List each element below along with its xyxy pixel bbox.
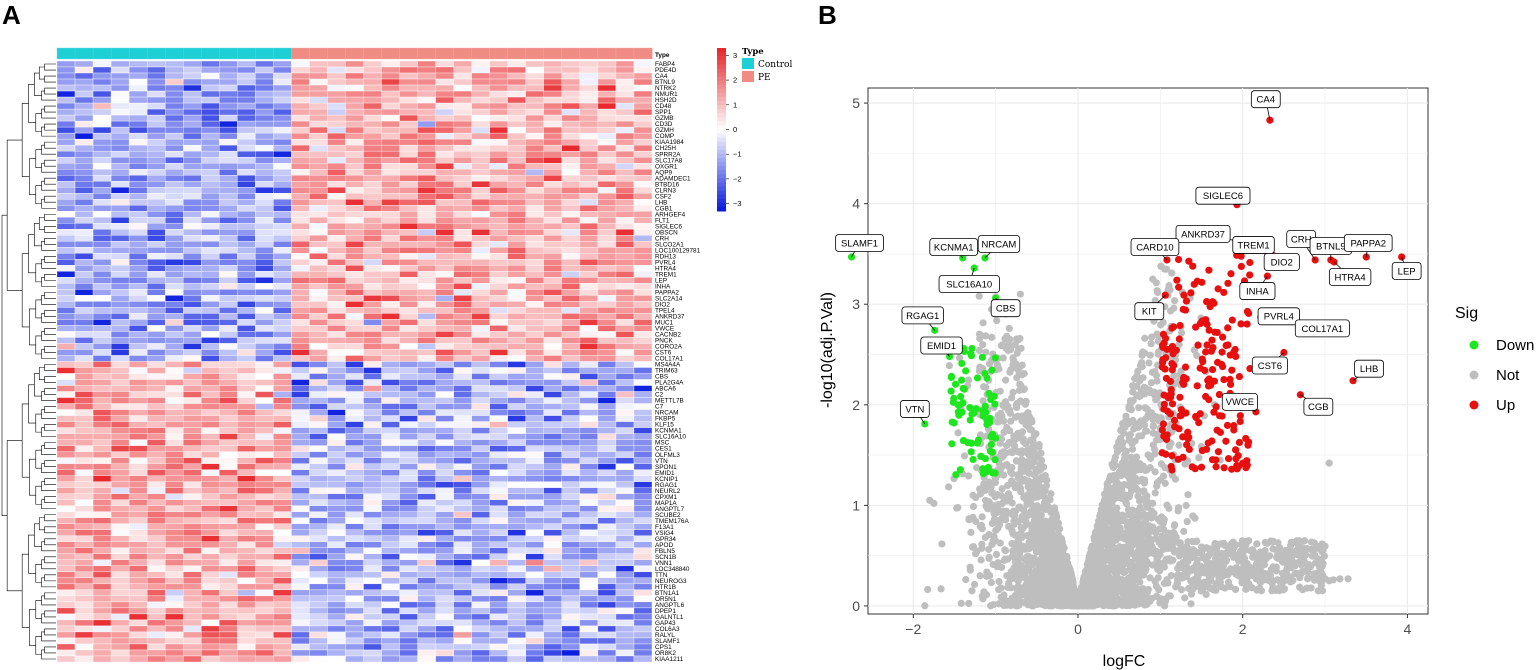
point-not [979, 319, 987, 327]
point-not [937, 585, 945, 593]
point-not [1174, 504, 1183, 512]
point-not [945, 362, 953, 370]
dendrogram-branch [44, 610, 56, 618]
dendrogram-branch [44, 592, 56, 600]
dendrogram-branch [44, 424, 56, 431]
dendrogram-branch [44, 460, 56, 467]
dendrogram-branch [44, 646, 56, 654]
dendrogram-branch [44, 141, 56, 149]
dendrogram-branch [44, 406, 56, 413]
point-not [1171, 297, 1179, 305]
dendrogram-branch [44, 346, 56, 353]
dendrogram-branch [44, 274, 56, 281]
point-not [1187, 600, 1195, 608]
point-not [1181, 594, 1189, 602]
dendrogram-branch [44, 538, 56, 546]
point-not [965, 599, 973, 608]
dendrogram-branch [44, 237, 56, 245]
dendrogram-branch [44, 310, 56, 317]
dendrogram-branch [44, 225, 56, 233]
row-dendrogram [1, 63, 56, 660]
dendrogram-branch [44, 159, 56, 167]
point-not [1007, 417, 1015, 425]
dendrogram-branch [44, 514, 56, 522]
point-not [1180, 527, 1188, 536]
dendrogram-branch [44, 628, 56, 636]
point-not [986, 571, 994, 580]
dendrogram-branch [44, 75, 56, 83]
point-not [968, 543, 977, 551]
annotation-cell-pe [633, 47, 653, 60]
panel-label-b: B [818, 0, 837, 30]
dendrogram-branch [44, 328, 56, 335]
point-not [992, 550, 1001, 559]
sample-type-annotation [56, 47, 653, 60]
dendrogram-branch [44, 496, 56, 504]
dendrogram-branch [44, 478, 56, 486]
dendrogram-branch [44, 123, 56, 131]
point-not [1030, 432, 1038, 440]
dendrogram-branch [44, 556, 56, 564]
point-not [1184, 491, 1192, 499]
dendrogram-branch [6, 440, 23, 592]
point-not [954, 429, 962, 437]
dendrogram-branch [44, 574, 56, 582]
dendrogram-branch [44, 292, 56, 299]
dendrogram-root [1, 214, 8, 516]
dendrogram-branch [6, 139, 23, 291]
dendrogram-branch [44, 442, 56, 449]
dendrogram-branch [44, 526, 56, 534]
point-not [969, 491, 977, 499]
dendrogram-branch [44, 376, 56, 383]
point-not [987, 579, 995, 587]
dendrogram-branch [44, 364, 56, 371]
dendrogram-branch [44, 105, 56, 113]
point-not [979, 340, 987, 349]
dendrogram-branch [44, 213, 56, 221]
dendrogram-branch [44, 87, 56, 95]
point-not [970, 580, 979, 588]
dendrogram-branch [44, 388, 56, 395]
point-not [1175, 441, 1183, 449]
panel-label-a: A [2, 0, 21, 30]
point-not [971, 550, 980, 558]
point-not [967, 528, 975, 536]
point-not [962, 575, 970, 584]
heatmap-cells [56, 60, 653, 663]
dendrogram-branch [44, 177, 56, 185]
annotation-title: Type [655, 52, 670, 59]
point-not [945, 483, 953, 491]
point-not [977, 556, 985, 564]
dendrogram-branch [44, 63, 56, 71]
point-not [960, 452, 969, 460]
dendrogram-branch [44, 195, 56, 203]
point-not [995, 577, 1003, 586]
point-not [976, 572, 984, 580]
dendrogram-branch [44, 256, 56, 263]
point-not [957, 599, 965, 607]
